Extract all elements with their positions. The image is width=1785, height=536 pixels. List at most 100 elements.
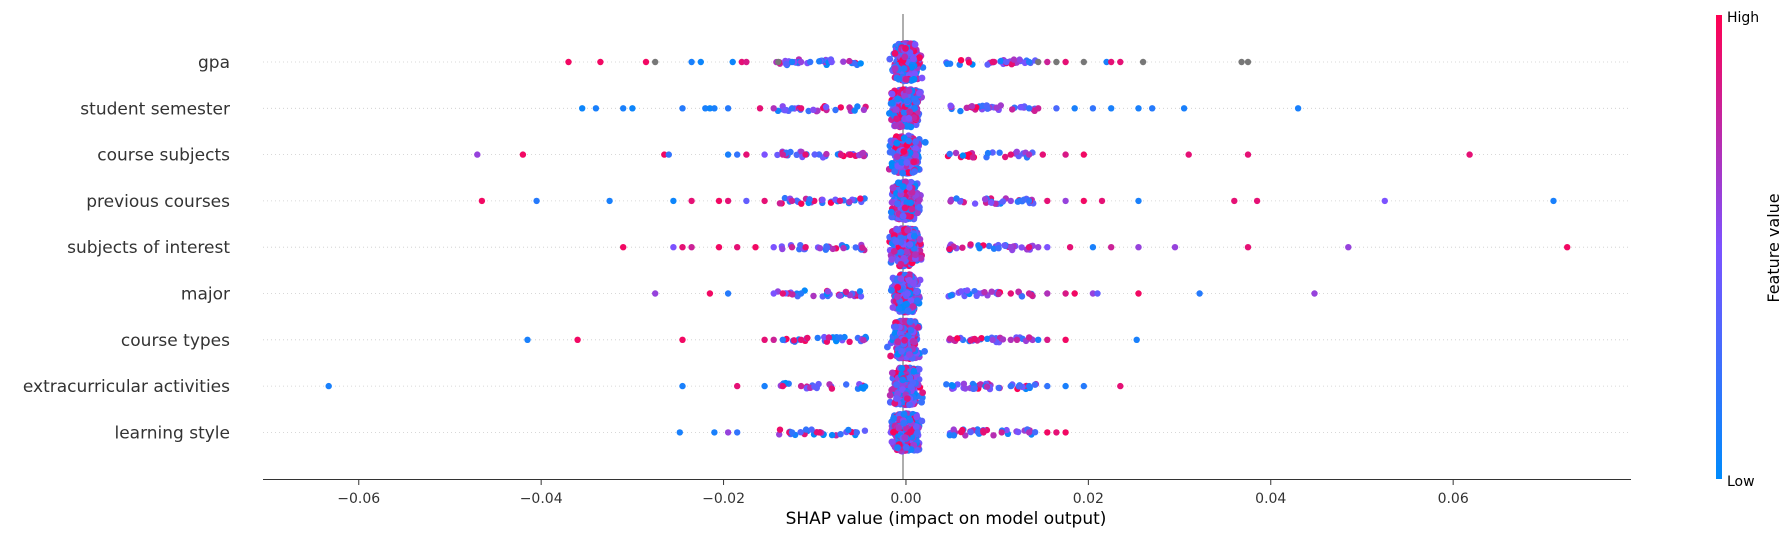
shap-point [913, 413, 920, 421]
shap-point [837, 104, 844, 111]
shap-point [917, 254, 925, 262]
shap-point [1135, 105, 1142, 112]
shap-point [1244, 151, 1252, 158]
shap-point [905, 137, 913, 145]
shap-point [911, 70, 918, 78]
shap-point [840, 244, 847, 252]
shap-point [903, 300, 910, 308]
shap-point [918, 417, 926, 425]
shap-point [597, 58, 604, 66]
shap-point [1345, 244, 1352, 251]
shap-point [1062, 429, 1069, 436]
shap-point [808, 426, 815, 433]
shap-point [893, 381, 900, 388]
shap-point [911, 104, 918, 112]
shap-point [793, 197, 800, 204]
shap-point [824, 244, 831, 251]
shap-point [888, 90, 896, 98]
shap-point [837, 151, 845, 159]
shap-point [1550, 197, 1557, 205]
shap-point [898, 365, 906, 372]
shap-point [761, 197, 768, 205]
shap-point [1035, 58, 1042, 66]
shap-point [888, 149, 896, 156]
shap-point [999, 336, 1007, 343]
shap-point [894, 293, 901, 300]
shap-point [652, 290, 659, 297]
shap-point [1018, 244, 1025, 251]
shap-point [1089, 105, 1097, 112]
shap-point [1015, 288, 1022, 295]
shap-point [851, 59, 858, 67]
shap-point [797, 290, 805, 297]
shap-point [806, 196, 813, 203]
shap-point [797, 429, 804, 436]
shap-point [971, 200, 979, 207]
shap-point [995, 245, 1002, 252]
shap-point [1018, 293, 1026, 300]
shap-point [1196, 290, 1203, 297]
shap-point [836, 197, 844, 204]
shap-point [857, 293, 865, 300]
shap-point [904, 290, 911, 297]
x-tick-label: 0.02 [1073, 491, 1104, 507]
shap-point [913, 446, 921, 454]
shap-point [916, 54, 923, 62]
shap-point [1238, 58, 1245, 66]
shap-point [1035, 336, 1042, 343]
shap-point [816, 245, 824, 252]
shap-point [836, 292, 843, 299]
shap-point [908, 205, 916, 213]
shap-point [620, 244, 627, 251]
shap-point [989, 58, 996, 66]
shap-point [847, 151, 854, 158]
shap-point [901, 336, 908, 344]
shap-point [822, 103, 830, 111]
shap-point [816, 58, 823, 65]
shap-point [756, 105, 764, 112]
shap-point [898, 159, 906, 166]
shap-point [892, 106, 900, 113]
shap-point [1062, 336, 1069, 343]
shap-point [891, 50, 899, 57]
shap-point [810, 106, 817, 114]
shap-point [900, 148, 908, 155]
shap-point [894, 284, 902, 291]
shap-point [823, 150, 830, 158]
shap-point [894, 200, 901, 208]
x-axis-ticks: −0.06 −0.04 −0.02 0.00 0.02 0.04 0.06 [337, 480, 1469, 507]
shap-point [971, 335, 978, 343]
shap-point [988, 288, 995, 295]
shap-point [533, 197, 540, 205]
shap-point [963, 104, 970, 112]
feature-label: student semester [80, 99, 230, 119]
shap-point [958, 288, 965, 295]
shap-point [676, 429, 683, 436]
shap-point [902, 45, 909, 52]
shap-point [889, 304, 897, 311]
shap-point [798, 200, 805, 207]
shap-point [1108, 58, 1115, 66]
shap-point [802, 426, 810, 433]
shap-point [890, 414, 897, 422]
shap-point [1015, 428, 1022, 436]
shap-point [1025, 382, 1033, 390]
shap-point [1007, 244, 1014, 251]
shap-point [916, 203, 923, 211]
shap-point [1062, 290, 1069, 297]
shap-point [688, 244, 695, 251]
shap-point [861, 427, 869, 434]
shap-point [1025, 244, 1033, 251]
shap-point [1007, 151, 1014, 158]
shap-point [894, 338, 902, 346]
shap-point [846, 57, 853, 65]
shap-point [1053, 429, 1060, 436]
shap-point [906, 416, 914, 424]
shap-point [907, 383, 915, 390]
shap-point [679, 336, 686, 343]
shap-point [1466, 151, 1473, 158]
shap-point [788, 197, 796, 205]
shap-point [802, 244, 809, 251]
shap-point [702, 105, 709, 112]
shap-point [957, 57, 965, 64]
